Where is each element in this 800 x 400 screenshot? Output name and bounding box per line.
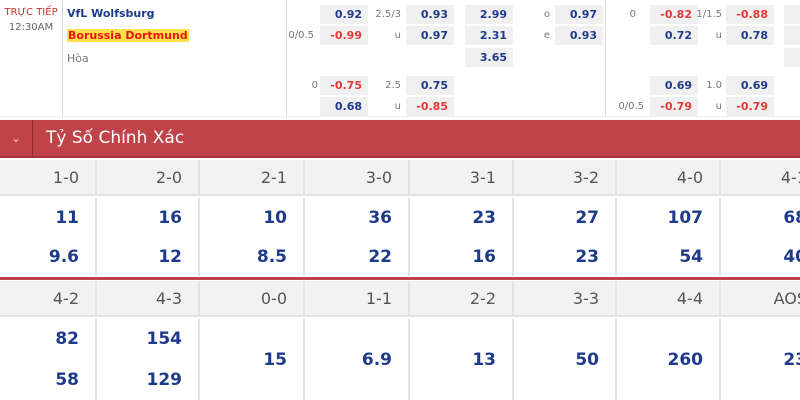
away-team[interactable]: Borussia Dortmund xyxy=(67,29,189,42)
odds-cell-cut[interactable] xyxy=(784,5,800,24)
odds-home[interactable]: 16 xyxy=(158,207,182,228)
live-status: TRỰC TIẾP xyxy=(4,7,58,18)
under-label: u xyxy=(715,101,722,112)
ou-line: 2.5/3 xyxy=(375,9,401,20)
odd-label: o xyxy=(543,9,550,20)
odds-away[interactable]: 22 xyxy=(368,246,392,267)
odds-cell[interactable]: 0.72 xyxy=(650,26,698,45)
odds-cell[interactable]: 0.68 xyxy=(320,97,368,116)
odds-home[interactable]: 107 xyxy=(667,207,704,228)
odds-cell-cut[interactable] xyxy=(784,48,800,67)
odds-home[interactable]: 68 xyxy=(783,207,800,228)
score-label: 0-0 xyxy=(200,281,305,317)
odds-cell[interactable]: 0.69 xyxy=(650,76,698,95)
match-time: 12:30AM xyxy=(8,22,54,33)
odds-away[interactable]: 58 xyxy=(55,369,79,390)
even-label: e xyxy=(543,30,550,41)
divider xyxy=(605,0,606,117)
odds-cell[interactable]: -0.75 xyxy=(320,76,368,95)
score-label: 2-0 xyxy=(97,160,200,196)
ou-line: 1.0 xyxy=(706,80,722,91)
odds-cell[interactable]: 0.78 xyxy=(726,26,774,45)
odds-cell[interactable]: 2.31 xyxy=(465,26,513,45)
odds-value[interactable]: 13 xyxy=(472,349,496,370)
section-header[interactable]: ⌄ Tỷ Số Chính Xác xyxy=(0,120,800,158)
under-label: u xyxy=(394,30,401,41)
hdp-line: 0 xyxy=(311,80,318,91)
score-label: 3-2 xyxy=(514,160,617,196)
odds-away[interactable]: 23 xyxy=(575,246,599,267)
odds-home[interactable]: 27 xyxy=(575,207,599,228)
score-label: 2-2 xyxy=(410,281,514,317)
divider xyxy=(0,277,800,280)
odds-cell[interactable]: 0.69 xyxy=(726,76,774,95)
divider xyxy=(62,0,63,117)
correct-score-values-row-2: 82 58 154 129 15 6.9 13 50 260 23 xyxy=(0,319,800,400)
score-label: 4-1 xyxy=(721,160,800,196)
score-label: 4-0 xyxy=(617,160,721,196)
odds-home[interactable]: 82 xyxy=(55,329,79,350)
draw-label: Hòa xyxy=(67,52,89,65)
home-team[interactable]: VfL Wolfsburg xyxy=(67,7,155,20)
odds-cell[interactable]: 0.97 xyxy=(406,26,454,45)
odds-away[interactable]: 54 xyxy=(679,246,703,267)
odds-cell-cut[interactable] xyxy=(784,26,800,45)
ou-line: 1/1.5 xyxy=(696,9,722,20)
hdp-line: 0 xyxy=(629,9,636,20)
odds-away[interactable]: 40 xyxy=(783,246,800,267)
correct-score-header-row-2: 4-2 4-3 0-0 1-1 2-2 3-3 4-4 AOS xyxy=(0,281,800,317)
odds-home[interactable]: 23 xyxy=(472,207,496,228)
score-label: 4-3 xyxy=(97,281,200,317)
odds-cell[interactable]: -0.85 xyxy=(406,97,454,116)
odds-home[interactable]: 36 xyxy=(368,207,392,228)
hdp-line: 0/0.5 xyxy=(288,30,314,41)
odds-cell[interactable]: -0.99 xyxy=(320,26,368,45)
odds-away[interactable]: 9.6 xyxy=(48,246,79,267)
correct-score-header-row-1: 1-0 2-0 2-1 3-0 3-1 3-2 4-0 4-1 xyxy=(0,160,800,196)
odds-cell[interactable]: 0.93 xyxy=(406,5,454,24)
under-label: u xyxy=(394,101,401,112)
divider xyxy=(286,0,287,117)
odds-cell[interactable]: -0.79 xyxy=(650,97,698,116)
score-label: 3-3 xyxy=(514,281,617,317)
odds-value[interactable]: 260 xyxy=(667,349,704,370)
score-label: 1-1 xyxy=(305,281,410,317)
odds-away[interactable]: 12 xyxy=(158,246,182,267)
score-label: 2-1 xyxy=(200,160,305,196)
section-title: Tỷ Số Chính Xác xyxy=(46,128,185,148)
odds-value[interactable]: 15 xyxy=(263,349,287,370)
odds-cell[interactable]: -0.82 xyxy=(650,5,698,24)
ou-line: 2.5 xyxy=(385,80,401,91)
odds-home[interactable]: 10 xyxy=(263,207,287,228)
odds-away[interactable]: 129 xyxy=(146,369,183,390)
odds-away[interactable]: 8.5 xyxy=(256,246,287,267)
odds-value[interactable]: 23 xyxy=(783,349,800,370)
score-label: AOS xyxy=(721,281,800,317)
odds-away[interactable]: 16 xyxy=(472,246,496,267)
odds-home[interactable]: 11 xyxy=(55,207,79,228)
odds-cell[interactable]: 0.93 xyxy=(555,26,603,45)
odds-cell[interactable]: 0.92 xyxy=(320,5,368,24)
odds-value[interactable]: 6.9 xyxy=(361,349,392,370)
odds-cell[interactable]: 2.99 xyxy=(465,5,513,24)
under-label: u xyxy=(715,30,722,41)
odds-cell[interactable]: 3.65 xyxy=(465,48,513,67)
chevron-down-icon[interactable]: ⌄ xyxy=(0,120,33,158)
correct-score-values-row-1: 11 9.6 16 12 10 8.5 36 22 23 16 27 23 107 54 68… xyxy=(0,198,800,276)
hdp-line: 0/0.5 xyxy=(618,101,644,112)
odds-cell[interactable]: 0.97 xyxy=(555,5,603,24)
match-odds-row: TRỰC TIẾP 12:30AM VfL Wolfsburg Borussia… xyxy=(0,0,800,117)
score-label: 3-1 xyxy=(410,160,514,196)
score-label: 4-2 xyxy=(0,281,97,317)
odds-value[interactable]: 50 xyxy=(575,349,599,370)
odds-cell[interactable]: -0.88 xyxy=(726,5,774,24)
odds-cell[interactable]: -0.79 xyxy=(726,97,774,116)
score-label: 3-0 xyxy=(305,160,410,196)
odds-home[interactable]: 154 xyxy=(146,329,183,350)
odds-cell[interactable]: 0.75 xyxy=(406,76,454,95)
score-label: 4-4 xyxy=(617,281,721,317)
score-label: 1-0 xyxy=(0,160,97,196)
